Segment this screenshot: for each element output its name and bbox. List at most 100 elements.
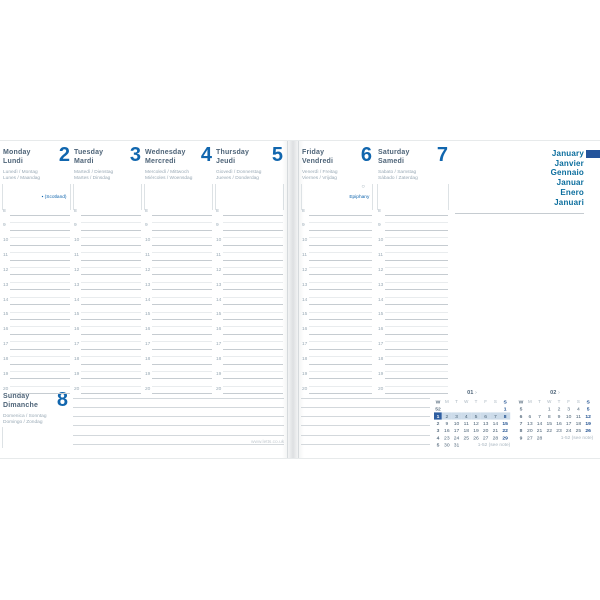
calendar-day: 30 <box>444 441 450 448</box>
publisher-url: www.letts.co.uk <box>250 439 284 445</box>
calendar-day: 23 <box>556 427 562 434</box>
mini-calendar-title-01: 01 › <box>467 389 477 396</box>
calendar-day: 18 <box>463 427 470 434</box>
calendar-day: 26 <box>473 434 479 441</box>
day-notes-box-friday: ○ Epiphany <box>301 184 373 210</box>
hour-line <box>81 229 141 231</box>
half-hour-line <box>81 281 141 283</box>
hour-line <box>81 318 141 320</box>
hour-label: 8 <box>3 207 6 213</box>
hour-line <box>223 259 283 261</box>
day-number-wednesday: 4 <box>200 144 212 166</box>
half-hour-line <box>152 222 212 224</box>
hour-label: 12 <box>145 266 151 273</box>
hour-label: 17 <box>74 341 80 347</box>
day-letter: T <box>474 398 478 404</box>
hour-line <box>10 333 70 335</box>
hour-line <box>385 378 448 380</box>
mini-calendar-arrow-icon: › <box>474 389 477 396</box>
hour-line <box>10 229 70 231</box>
hour-line <box>152 274 212 276</box>
hour-line <box>152 378 212 380</box>
sunday-note-line <box>73 406 284 408</box>
hour-line <box>309 244 372 246</box>
calendar-day: 25 <box>463 434 470 441</box>
hour-label: 11 <box>216 252 221 258</box>
hour-label: 14 <box>74 296 80 302</box>
half-hour-line <box>10 296 70 298</box>
day-name-fr-saturday: Samedi <box>378 157 405 165</box>
half-hour-line <box>223 356 283 358</box>
hour-line <box>223 378 283 380</box>
hour-line <box>223 289 283 291</box>
half-hour-line <box>223 222 283 224</box>
sunday-note-line <box>73 444 284 445</box>
calendar-day <box>471 405 481 412</box>
moon-phase-icon: ○ <box>361 184 365 190</box>
day-letter: W <box>547 398 552 404</box>
calendar-day: 2 <box>557 405 561 412</box>
calendar-day: 21 <box>492 427 499 434</box>
hour-grid-saturday: 8 9 10 11 12 13 14 15 16 17 18 19 20 <box>377 208 449 397</box>
calendar-day: 29 <box>502 434 508 441</box>
hour-line <box>309 348 372 350</box>
calendar-day: 11 <box>463 420 469 427</box>
hour-line <box>152 333 212 335</box>
month-name-3: Januar <box>556 178 584 188</box>
week-numbering-note: 1-52 (see note) <box>477 442 510 448</box>
calendar-day: 10 <box>565 413 572 419</box>
hour-line <box>81 378 141 380</box>
day-letter: S <box>586 398 590 405</box>
day-number-monday: 2 <box>58 144 70 166</box>
day-letter: S <box>493 398 497 404</box>
hour-line <box>10 289 70 291</box>
week-number: 4 <box>436 434 440 441</box>
half-hour-line <box>309 266 372 268</box>
month-name-1: Janvier <box>554 158 584 168</box>
day-column-tuesday: Tuesday Mardi 3 Martedì / Dienstag Martes / … <box>73 141 142 458</box>
day-name-en-wednesday: Wednesday <box>145 149 186 156</box>
hour-label: 8 <box>216 207 219 213</box>
calendar-day: 3 <box>451 412 462 420</box>
hour-label: 16 <box>145 326 151 332</box>
half-hour-line <box>152 356 212 358</box>
day-letter: T <box>455 398 458 404</box>
week-number: 5 <box>436 441 440 448</box>
mini-calendar-01: 01 › W M T W T F S S 52 1 1 2 3 4 5 6 7 8 2 9 10 11 12 13 14 15 3 16… <box>434 389 510 451</box>
calendar-day: 19 <box>585 420 591 427</box>
half-hour-line <box>10 252 70 254</box>
hour-label: 11 <box>3 252 8 258</box>
calendar-day: 28 <box>536 434 543 441</box>
calendar-day <box>442 405 452 412</box>
calendar-day: 25 <box>575 427 582 434</box>
hour-label: 8 <box>378 207 381 213</box>
right-page-edge <box>298 141 299 458</box>
hour-label: 10 <box>216 237 222 243</box>
half-hour-line <box>385 326 448 328</box>
hour-line <box>309 215 372 216</box>
hour-label: 9 <box>378 222 381 228</box>
hour-line <box>10 393 70 395</box>
hour-label: 12 <box>74 266 80 273</box>
calendar-day: 27 <box>527 434 533 441</box>
hour-label: 20 <box>378 385 384 392</box>
calendar-day: 19 <box>473 427 479 434</box>
day-name-fr-tuesday: Mardi <box>74 157 94 165</box>
calendar-day: 21 <box>536 427 543 434</box>
calendar-day: 9 <box>557 413 561 419</box>
hour-line <box>152 215 212 216</box>
day-name-fr-thursday: Jeudi <box>216 157 236 165</box>
weekend-note-line <box>301 397 430 399</box>
calendar-day: 24 <box>453 434 460 441</box>
hour-line <box>223 304 283 306</box>
calendar-day: 5 <box>586 405 590 412</box>
calendar-day: 4 <box>577 405 580 412</box>
sunday-note-line <box>73 434 284 436</box>
page-top-edge <box>0 140 600 141</box>
hour-line <box>10 304 70 306</box>
sunday-note-line <box>73 425 284 427</box>
hour-label: 13 <box>302 281 308 288</box>
day-notes-box-thursday <box>215 184 284 210</box>
hour-label: 16 <box>378 326 384 332</box>
calendar-day: 16 <box>444 427 450 434</box>
